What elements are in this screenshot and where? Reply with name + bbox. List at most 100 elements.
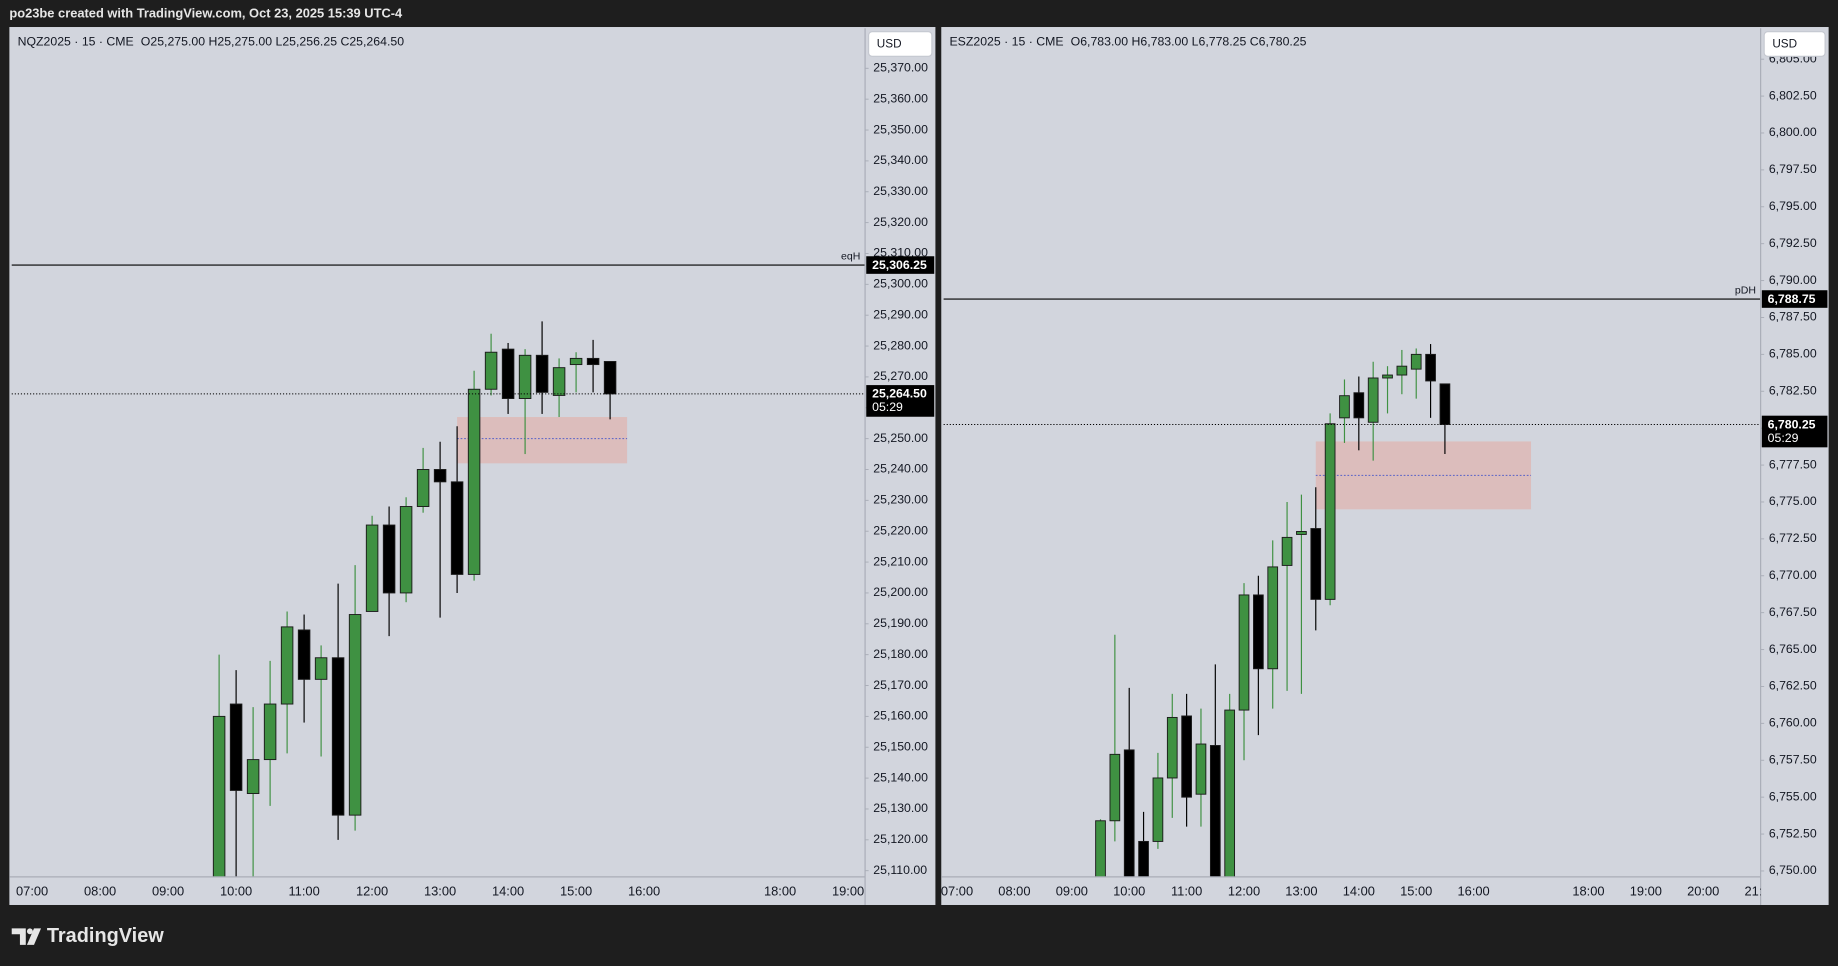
candle-body — [1138, 840, 1149, 877]
x-tick-label: 09:00 — [1056, 884, 1088, 899]
bar-countdown: 05:29 — [1768, 431, 1799, 445]
x-tick-label: 14:00 — [492, 884, 524, 899]
y-tick-label: 25,160.00 — [873, 709, 928, 723]
candle — [569, 352, 583, 393]
candle — [212, 654, 226, 877]
y-tick-label: 25,240.00 — [873, 462, 928, 476]
candle — [246, 707, 260, 877]
candle-body — [1181, 715, 1192, 798]
candle-body — [1367, 377, 1379, 423]
y-tick-label: 6,772.50 — [1769, 531, 1817, 545]
candle-body — [1109, 753, 1121, 822]
level-price-tag — [866, 256, 935, 274]
y-tick-label: 25,330.00 — [873, 184, 928, 198]
last-price-tag — [866, 385, 935, 417]
brand-name: TradingView — [47, 925, 164, 947]
candle-body — [1296, 531, 1307, 535]
candle-body — [365, 524, 379, 612]
x-tick-label: 13:00 — [424, 884, 456, 899]
currency-button-bg — [1763, 31, 1826, 57]
candle — [552, 358, 566, 418]
candle-body — [399, 506, 413, 594]
x-tick-label: 12:00 — [1228, 884, 1260, 899]
candle-body — [1339, 395, 1350, 419]
y-tick-label: 25,370.00 — [873, 61, 928, 75]
y-tick-label: 25,360.00 — [873, 91, 928, 105]
x-tick-label: 08:00 — [84, 884, 116, 899]
y-tick-label: 6,800.00 — [1769, 125, 1817, 139]
snapshot-caption: po23be created with TradingView.com, Oct… — [9, 6, 403, 21]
x-tick-label: 16:00 — [628, 884, 660, 899]
x-tick-label: 20:00 — [1687, 884, 1719, 899]
candle-body — [280, 626, 294, 705]
candle-body — [1095, 820, 1106, 877]
candle — [1181, 693, 1192, 827]
y-tick-label: 6,797.50 — [1769, 162, 1817, 176]
candle-body — [382, 524, 396, 594]
y-tick-label: 25,150.00 — [873, 739, 928, 753]
candle-body — [1382, 374, 1393, 379]
y-tick-label: 6,782.50 — [1769, 384, 1817, 398]
x-tick-label: 10:00 — [220, 884, 252, 899]
candle-body — [1353, 392, 1365, 419]
candle-body — [1253, 594, 1264, 670]
y-tick-label: 6,750.00 — [1769, 863, 1817, 877]
candle — [1253, 575, 1264, 736]
candle — [1367, 361, 1379, 461]
candle — [365, 515, 379, 612]
candle-body — [1324, 423, 1336, 600]
candle-body — [484, 351, 498, 390]
y-tick-label: 6,790.00 — [1769, 273, 1817, 287]
candle — [331, 583, 345, 840]
y-tick-label: 25,290.00 — [873, 307, 928, 321]
candle — [1382, 366, 1393, 414]
candle-body — [467, 388, 481, 575]
x-tick-label: 19:00 — [832, 884, 864, 899]
y-tick-label: 6,785.00 — [1769, 347, 1817, 361]
y-tick-label: 25,320.00 — [873, 215, 928, 229]
logo-mark — [11, 928, 26, 945]
candle — [467, 370, 481, 581]
y-tick-label: 25,210.00 — [873, 554, 928, 568]
candle-body — [603, 361, 617, 395]
candle-body — [1310, 528, 1322, 600]
candle — [1410, 348, 1422, 399]
candle-body — [535, 354, 549, 393]
candle — [1267, 540, 1279, 709]
candle-body — [1238, 594, 1250, 711]
plot-area — [212, 321, 628, 877]
candle — [450, 426, 464, 593]
y-tick-label: 25,140.00 — [873, 770, 928, 784]
currency-button[interactable]: USD — [1772, 38, 1797, 51]
candle — [263, 660, 277, 806]
plot-area — [1095, 344, 1532, 877]
currency-button[interactable]: USD — [877, 38, 902, 51]
candle — [1138, 811, 1149, 877]
candle — [348, 565, 362, 831]
x-tick-label: 10:00 — [1113, 884, 1145, 899]
y-tick-label: 25,310.00 — [873, 246, 928, 260]
candle-body — [331, 657, 345, 816]
currency-button-bg — [868, 31, 933, 57]
candle — [518, 349, 532, 455]
last-price-tag — [1761, 415, 1828, 448]
y-tick-label: 6,802.50 — [1769, 88, 1817, 102]
y-tick-label: 25,190.00 — [873, 616, 928, 630]
bar-countdown: 05:29 — [872, 400, 903, 414]
candle-body — [1123, 749, 1135, 877]
candle — [1195, 708, 1207, 827]
candle — [1425, 344, 1436, 418]
y-tick-label: 6,775.00 — [1769, 494, 1817, 508]
candle-body — [416, 469, 430, 507]
level-name: eqH — [841, 251, 860, 263]
y-tick-label: 25,340.00 — [873, 153, 928, 167]
x-tick-label: 12:00 — [356, 884, 388, 899]
candle-body — [1209, 745, 1221, 877]
candle-body — [297, 629, 311, 680]
candle-body — [1166, 716, 1178, 779]
level-price-label: 25,306.25 — [872, 258, 927, 272]
candle — [1152, 752, 1164, 849]
candle-body — [1267, 566, 1279, 670]
candle — [484, 333, 498, 396]
candle — [1296, 494, 1307, 694]
